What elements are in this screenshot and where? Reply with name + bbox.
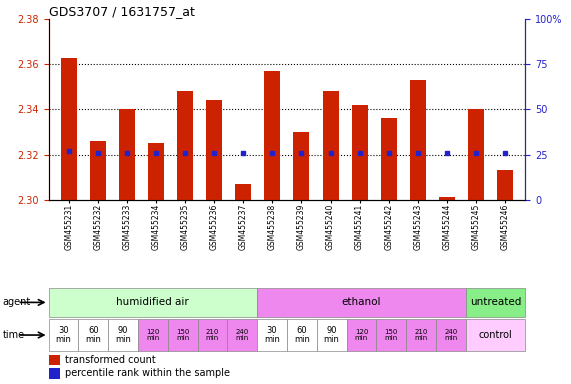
Bar — [264, 71, 280, 200]
Bar — [49, 288, 257, 317]
Text: agent: agent — [3, 297, 31, 308]
Text: 210
min: 210 min — [415, 329, 428, 341]
Bar — [466, 319, 525, 351]
Bar — [293, 132, 309, 200]
Text: humidified air: humidified air — [116, 297, 189, 308]
Text: ethanol: ethanol — [341, 297, 381, 308]
Text: 120
min: 120 min — [355, 329, 368, 341]
Bar — [49, 319, 78, 351]
Bar — [119, 109, 135, 200]
Bar — [177, 91, 193, 200]
Bar — [235, 184, 251, 200]
Text: time: time — [3, 330, 25, 340]
Bar — [108, 319, 138, 351]
Bar — [90, 141, 106, 200]
Bar — [436, 319, 466, 351]
Bar — [468, 109, 484, 200]
Bar — [61, 58, 77, 200]
Bar — [381, 118, 397, 200]
Text: 120
min: 120 min — [146, 329, 159, 341]
Text: control: control — [478, 330, 512, 340]
Bar — [206, 100, 222, 200]
Text: 150
min: 150 min — [176, 329, 190, 341]
Text: percentile rank within the sample: percentile rank within the sample — [65, 368, 230, 379]
Bar — [138, 319, 168, 351]
Text: GDS3707 / 1631757_at: GDS3707 / 1631757_at — [49, 5, 194, 18]
Text: 90
min: 90 min — [324, 326, 340, 344]
Bar — [376, 319, 406, 351]
Bar — [439, 197, 455, 200]
Text: 60
min: 60 min — [85, 326, 101, 344]
Text: 240
min: 240 min — [444, 329, 457, 341]
Text: 150
min: 150 min — [384, 329, 398, 341]
Bar — [317, 319, 347, 351]
Bar — [497, 170, 513, 200]
Text: 240
min: 240 min — [236, 329, 249, 341]
Bar — [352, 105, 368, 200]
Bar — [227, 319, 257, 351]
Text: 210
min: 210 min — [206, 329, 219, 341]
Bar — [287, 319, 317, 351]
Text: 90
min: 90 min — [115, 326, 131, 344]
Bar — [323, 91, 339, 200]
Bar — [406, 319, 436, 351]
Bar — [410, 80, 426, 200]
Bar — [148, 143, 164, 200]
Bar — [466, 288, 525, 317]
Bar — [347, 319, 376, 351]
Text: 30
min: 30 min — [55, 326, 71, 344]
Text: transformed count: transformed count — [65, 355, 156, 365]
Bar — [168, 319, 198, 351]
Bar — [49, 355, 61, 366]
Bar — [257, 319, 287, 351]
Text: 60
min: 60 min — [294, 326, 309, 344]
Text: untreated: untreated — [470, 297, 521, 308]
Bar — [257, 288, 466, 317]
Bar — [49, 368, 61, 379]
Bar — [198, 319, 227, 351]
Text: 30
min: 30 min — [264, 326, 280, 344]
Bar — [78, 319, 108, 351]
